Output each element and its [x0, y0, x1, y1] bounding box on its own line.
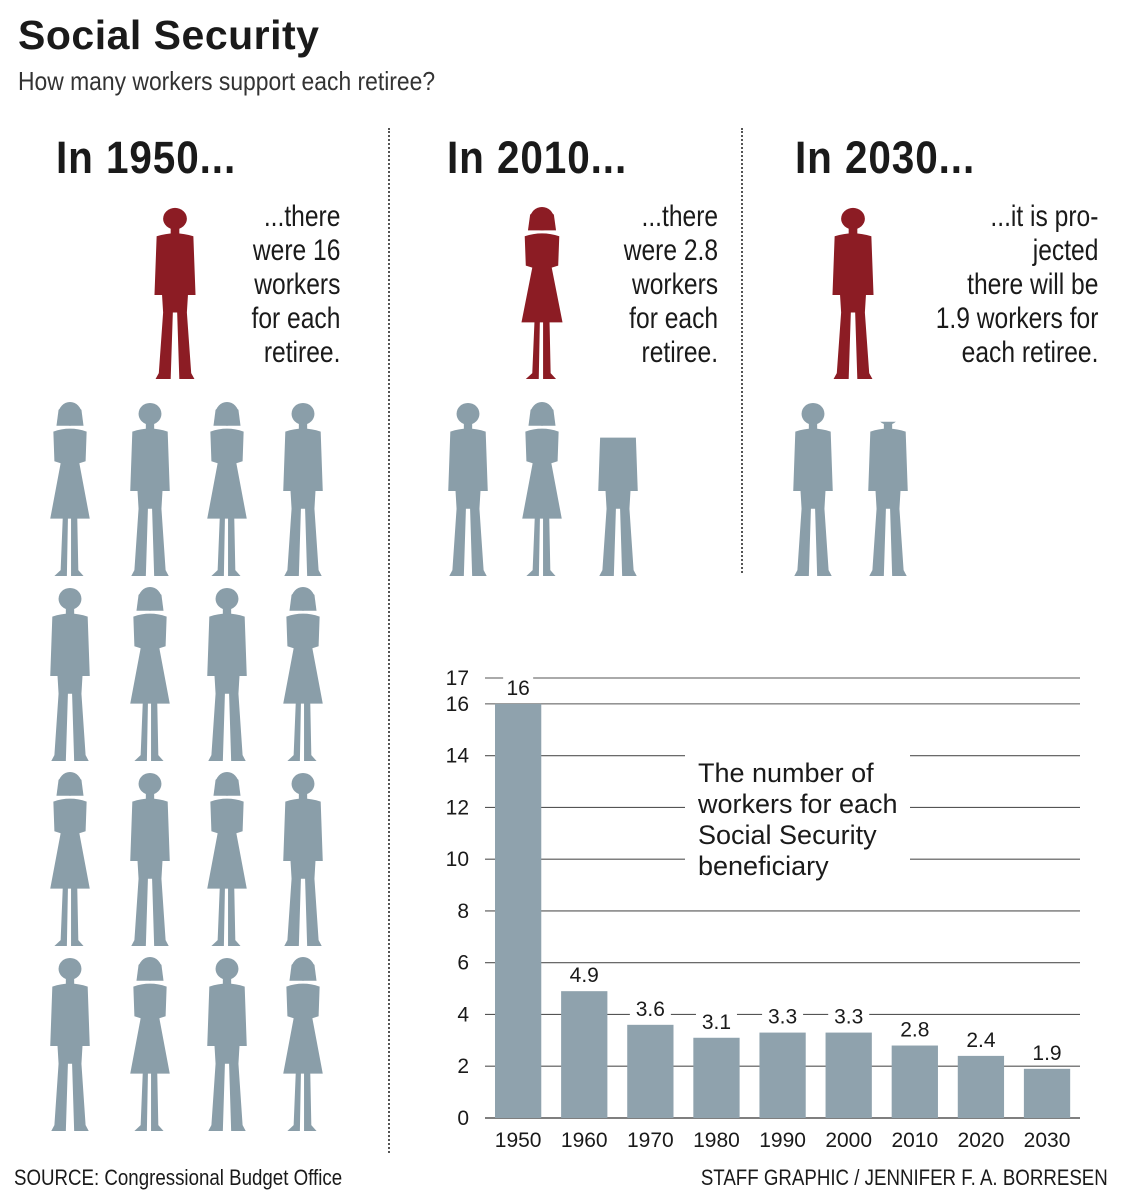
worker-1950-figure [50, 587, 90, 762]
retiree-2010-figure [521, 206, 563, 380]
worker-1950-figure [50, 401, 90, 577]
panel-divider-left [388, 128, 390, 1153]
worker-1950-figure [207, 401, 247, 577]
worker-2010-figure [522, 401, 562, 577]
page-subtitle: How many workers support each retiree? [18, 66, 436, 96]
worker-1950-figure [130, 956, 170, 1132]
value-label: 4.9 [570, 964, 599, 987]
worker-1950-figure [50, 771, 90, 947]
panel-1950-heading: In 1950... [56, 132, 237, 183]
source-note: SOURCE: Congressional Budget Office [14, 1165, 343, 1190]
worker-1950-figure [207, 771, 247, 947]
bar [1023, 1068, 1071, 1118]
y-tick-label: 6 [457, 952, 469, 975]
retiree-2030-figure [832, 207, 874, 380]
value-label: 3.6 [636, 998, 665, 1021]
bar [891, 1045, 938, 1118]
x-tick-label: 1960 [561, 1129, 608, 1150]
value-label-bg [503, 676, 534, 699]
value-label-bg [828, 1005, 870, 1028]
panel-2030-heading: In 2030... [795, 132, 976, 183]
x-tick-label: 2010 [891, 1129, 938, 1150]
panel-2030-caption: ...it is pro- jected there will be 1.9 w… [935, 200, 1098, 369]
y-tick-label: 0 [457, 1107, 469, 1130]
value-label-bg [1026, 1041, 1068, 1064]
page-title: Social Security [18, 12, 320, 58]
bar [825, 1032, 872, 1118]
x-tick-label: 1990 [759, 1129, 806, 1150]
panel-1950-caption: ...there were 16 workers for each retire… [251, 200, 340, 369]
x-tick-label: 2000 [825, 1129, 872, 1150]
value-label-bg [695, 1010, 737, 1033]
value-label: 2.8 [900, 1019, 929, 1042]
y-tick-label: 12 [446, 796, 469, 819]
value-label: 1.9 [1032, 1042, 1061, 1065]
value-label: 2.4 [966, 1029, 996, 1052]
bar [561, 991, 608, 1118]
value-label: 3.1 [702, 1011, 731, 1034]
bar [693, 1037, 740, 1118]
panel-2010-heading: In 2010... [447, 132, 628, 183]
worker-1950-figure [207, 957, 247, 1132]
panel-divider-right [741, 128, 743, 573]
bar [957, 1055, 1005, 1118]
retiree-1950-figure [154, 207, 196, 380]
value-label-bg [960, 1028, 1002, 1051]
value-label-bg [629, 997, 671, 1020]
worker-1950-figure [130, 586, 170, 762]
value-label-bg [563, 964, 605, 987]
x-tick-label: 1950 [495, 1129, 542, 1150]
y-tick-label: 17 [446, 667, 469, 690]
value-label: 3.3 [834, 1006, 863, 1029]
y-tick-label: 14 [446, 745, 470, 768]
chart-annotation: The number of workers for each Social Secu… [697, 758, 898, 881]
workers-per-beneficiary-chart: 16 4.9 3.6 3.1 3.3 3.3 2.8 2.4 1.9 0 2 4 6 8 10 12 14 16… [446, 667, 1080, 1150]
worker-1950-figure [207, 587, 247, 762]
worker-1950-figure [283, 586, 323, 762]
worker-1950-figure [283, 956, 323, 1132]
y-tick-label: 10 [446, 848, 469, 871]
worker-2030-partial-figure [868, 421, 908, 577]
value-label: 16 [506, 677, 529, 700]
x-tick-label: 1970 [627, 1129, 674, 1150]
y-tick-label: 16 [446, 693, 469, 716]
bar [759, 1032, 806, 1118]
worker-1950-figure [50, 957, 90, 1132]
value-label-bg [894, 1018, 936, 1041]
x-tick-label: 1980 [693, 1129, 740, 1150]
x-tick-label: 2030 [1024, 1129, 1071, 1150]
bar [495, 703, 542, 1118]
worker-1950-figure [130, 402, 170, 577]
worker-2030-figure [793, 402, 833, 577]
worker-2010-figure [448, 402, 488, 577]
worker-1950-figure [130, 772, 170, 947]
value-label-bg [762, 1005, 804, 1028]
x-tick-label: 2020 [958, 1129, 1005, 1150]
bar [627, 1024, 674, 1118]
panel-2010-caption: ...there were 2.8 workers for each retir… [623, 200, 718, 369]
worker-1950-figure [283, 772, 323, 947]
y-tick-label: 2 [457, 1055, 469, 1078]
worker-1950-figure [283, 402, 323, 577]
y-tick-label: 8 [457, 900, 469, 923]
credit-note: STAFF GRAPHIC / JENNIFER F. A. BORRESEN [701, 1165, 1108, 1190]
value-label: 3.3 [768, 1006, 797, 1029]
y-tick-label: 4 [457, 1003, 469, 1026]
worker-2010-partial-figure [598, 437, 638, 577]
